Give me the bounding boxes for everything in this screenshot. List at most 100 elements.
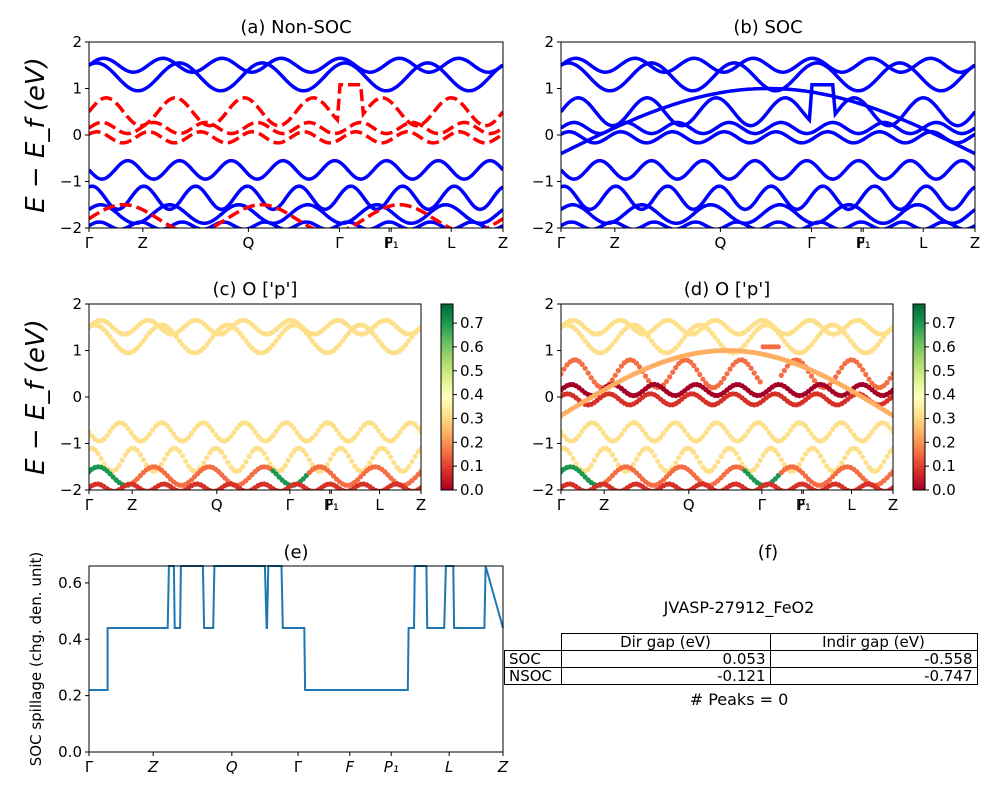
band-point — [760, 452, 766, 458]
band-point — [561, 429, 564, 435]
indir-gap-value: -0.558 — [769, 650, 978, 668]
band-point — [291, 426, 297, 432]
band-point — [890, 371, 893, 377]
x-tick-label: Z — [888, 496, 898, 514]
band-point — [379, 432, 385, 438]
band-line — [561, 184, 975, 212]
band-point — [875, 342, 881, 348]
panel-c-ylabel: E − E_f (eV) — [21, 319, 51, 475]
band-point — [636, 364, 643, 370]
band-point — [336, 431, 343, 437]
band-point — [814, 448, 821, 454]
band-point — [754, 375, 760, 381]
band-point — [760, 422, 766, 428]
band-point — [267, 345, 273, 351]
band-point — [146, 431, 152, 438]
band-point — [219, 449, 225, 455]
band-point — [636, 423, 643, 429]
gap-table-header-row: Dir gap (eV) Indir gap (eV) — [505, 633, 978, 651]
panel-c-projected-bands — [89, 317, 421, 490]
x-tick-label: Q — [211, 496, 223, 514]
band-point — [355, 430, 361, 437]
x-tick-label: L — [375, 496, 384, 514]
band-point — [327, 456, 334, 462]
plot-frame-e — [88, 565, 504, 753]
band-point — [676, 455, 682, 461]
band-point — [751, 370, 757, 376]
band-point — [352, 434, 358, 440]
panel-e-title: (e) — [283, 542, 308, 563]
band-point — [330, 423, 337, 429]
band-point — [180, 342, 186, 348]
spillage-line — [89, 565, 504, 691]
band-point — [189, 430, 195, 437]
band-point — [890, 387, 893, 393]
band-point — [400, 345, 406, 351]
band-point — [237, 330, 243, 336]
panel-a-title: (a) Non-SOC — [240, 17, 351, 38]
band-point — [661, 430, 667, 437]
band-point — [391, 459, 397, 465]
band-point — [697, 371, 703, 378]
band-point — [724, 371, 730, 377]
band-point — [673, 365, 679, 371]
band-point — [802, 451, 809, 457]
band-point — [839, 327, 845, 333]
header-indir-gap: Indir gap (eV) — [769, 633, 978, 651]
band-point — [615, 334, 621, 340]
band-point — [270, 342, 276, 348]
band-point — [636, 451, 643, 457]
band-point — [122, 452, 128, 458]
band-point — [890, 485, 893, 490]
band-point — [412, 421, 418, 428]
band-point — [830, 426, 836, 432]
dir-gap-value: -0.121 — [560, 667, 771, 685]
band-point — [679, 338, 685, 344]
x-tick-label: Z — [147, 758, 159, 776]
band-point — [606, 345, 612, 351]
y-tick-label: 0 — [72, 388, 82, 406]
panel-f-title: (f) — [758, 542, 778, 563]
band-point — [808, 431, 815, 437]
colorbar-tick-label: 0.3 — [932, 409, 956, 427]
band-point — [697, 437, 703, 443]
colorbar-tick-label: 0.2 — [460, 433, 484, 451]
band-point — [887, 375, 893, 381]
colorbar-tick-label: 0.7 — [460, 314, 484, 332]
band-point — [333, 427, 340, 433]
band-point — [721, 375, 727, 381]
x-tick-label: L — [447, 234, 456, 252]
band-point — [273, 428, 279, 434]
y-tick-label: −2 — [532, 219, 554, 237]
band-point — [573, 436, 579, 442]
band-point — [670, 369, 676, 375]
header-dir-gap: Dir gap (eV) — [560, 633, 771, 651]
band-point — [781, 338, 787, 344]
band-point — [664, 378, 670, 384]
y-tick-label: −1 — [532, 173, 554, 191]
band-point — [851, 342, 857, 348]
band-point — [633, 456, 640, 462]
band-point — [394, 464, 400, 470]
band-point — [615, 368, 621, 374]
band-point — [161, 456, 168, 462]
band-point — [799, 456, 806, 462]
colorbar-tick-label: 0.0 — [460, 481, 484, 499]
x-tick-label: Γ — [758, 496, 767, 514]
band-point — [618, 330, 625, 336]
band-point — [845, 424, 851, 430]
x-tick-label: P₁ — [384, 758, 399, 776]
band-point — [186, 434, 192, 440]
band-point — [346, 330, 352, 336]
band-point — [724, 429, 730, 435]
band-point — [884, 330, 890, 336]
band-point — [143, 334, 149, 340]
row-label: SOC — [504, 650, 562, 668]
band-point — [848, 428, 854, 434]
band-point — [787, 427, 794, 433]
band-point — [775, 330, 781, 336]
band-point — [176, 338, 183, 344]
panel-d-title: (d) O ['p'] — [684, 279, 770, 300]
band-point — [576, 432, 582, 439]
band-point — [128, 430, 134, 436]
